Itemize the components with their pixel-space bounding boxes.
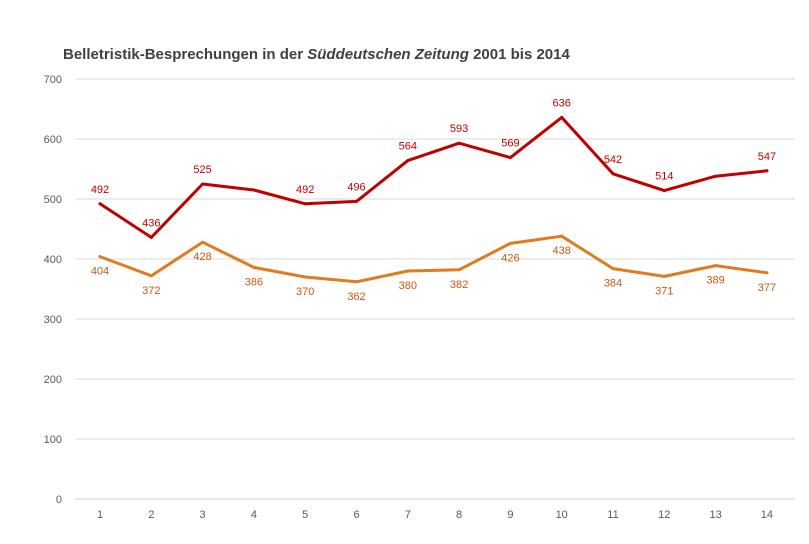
data-label: 564 [399, 141, 417, 153]
data-label: 436 [142, 217, 160, 229]
data-label: 371 [655, 285, 673, 297]
x-tick-label: 5 [302, 509, 308, 521]
data-label: 380 [399, 280, 417, 292]
data-labels: 492 436 525 492 496 564 593 569 636 542 514 547 404 3… [91, 97, 776, 302]
x-tick-label: 9 [507, 509, 513, 521]
y-axis: 0 100 200 300 400 500 600 700 [44, 74, 62, 506]
y-tick-label: 200 [44, 374, 62, 386]
chart-title-part1: Belletristik-Besprechungen in der [63, 46, 308, 63]
x-tick-label: 12 [658, 509, 670, 521]
data-point [765, 271, 769, 275]
y-tick-label: 400 [44, 254, 62, 266]
data-point [406, 159, 410, 163]
data-label: 428 [193, 251, 211, 263]
data-point [303, 202, 307, 206]
data-label: 496 [347, 181, 365, 193]
data-point [765, 169, 769, 173]
data-point [560, 115, 564, 119]
chart-title: Belletristik-Besprechungen in der Süddeu… [63, 46, 570, 63]
x-tick-label: 10 [556, 509, 568, 521]
data-point [714, 174, 718, 178]
data-label: 384 [604, 278, 622, 290]
y-tick-label: 100 [44, 434, 62, 446]
data-point [662, 189, 666, 193]
data-point [149, 274, 153, 278]
y-tick-label: 500 [44, 194, 62, 206]
data-point [252, 188, 256, 192]
data-label: 636 [553, 97, 571, 109]
data-point [611, 172, 615, 176]
data-point [201, 182, 205, 186]
x-tick-label: 4 [251, 509, 257, 521]
data-label: 386 [245, 276, 263, 288]
series-line-1 [98, 115, 769, 239]
y-tick-label: 300 [44, 314, 62, 326]
data-point [98, 202, 102, 206]
data-label: 389 [706, 275, 724, 287]
data-label: 370 [296, 286, 314, 298]
data-point [611, 267, 615, 271]
data-point [355, 280, 358, 284]
data-point [457, 141, 461, 145]
x-tick-label: 3 [200, 509, 206, 521]
gridlines [75, 78, 795, 500]
data-point [201, 240, 205, 244]
x-tick-label: 8 [456, 509, 462, 521]
x-tick-label: 13 [709, 509, 721, 521]
data-point [149, 235, 153, 239]
data-point [303, 275, 307, 279]
data-point [252, 265, 256, 269]
x-tick-label: 14 [761, 509, 773, 521]
data-label: 372 [142, 285, 160, 297]
data-label: 525 [193, 164, 211, 176]
data-point [355, 199, 358, 203]
data-label: 377 [758, 282, 776, 294]
data-point [406, 269, 410, 273]
data-point [98, 255, 102, 259]
data-point [457, 268, 461, 272]
data-label: 547 [758, 151, 776, 163]
series-lines [98, 115, 769, 284]
data-label: 514 [655, 171, 673, 183]
x-tick-label: 6 [353, 509, 359, 521]
data-label: 492 [296, 184, 314, 196]
series-line-2 [98, 234, 769, 284]
y-tick-label: 0 [56, 494, 62, 506]
data-label: 542 [604, 154, 622, 166]
y-tick-label: 600 [44, 134, 62, 146]
data-label: 362 [347, 291, 365, 303]
y-tick-label: 700 [44, 74, 62, 86]
data-point [560, 234, 564, 238]
data-label: 593 [450, 123, 468, 135]
data-label: 438 [553, 245, 571, 257]
data-label: 426 [501, 252, 519, 264]
data-point [662, 274, 666, 278]
chart-title-newspaper: Süddeutschen Zeitung [307, 46, 469, 63]
data-label: 569 [501, 138, 519, 150]
data-label: 382 [450, 279, 468, 291]
data-label: 492 [91, 184, 109, 196]
x-tick-label: 11 [607, 509, 618, 521]
chart-title-part3: 2001 bis 2014 [468, 46, 570, 63]
data-point [714, 264, 718, 268]
x-tick-label: 2 [148, 509, 154, 521]
data-point [508, 241, 512, 245]
x-tick-label: 7 [405, 509, 411, 521]
data-point [508, 156, 512, 160]
x-axis: 1 2 3 4 5 6 7 8 9 10 11 12 13 14 [97, 509, 773, 521]
data-label: 404 [91, 266, 109, 278]
x-tick-label: 1 [97, 509, 103, 521]
